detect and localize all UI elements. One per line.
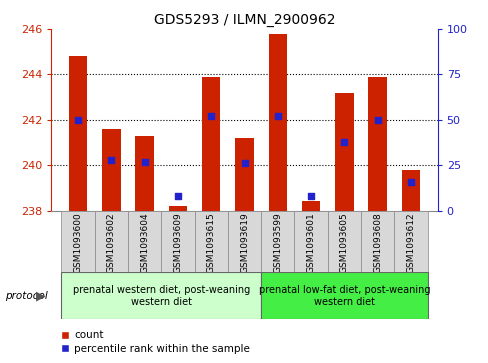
Bar [268,33,286,211]
Bar [202,77,220,211]
Bar [235,138,253,211]
Text: prenatal low-fat diet, post-weaning
western diet: prenatal low-fat diet, post-weaning west… [258,285,429,307]
Bar [168,206,187,211]
Bar [368,77,386,211]
Bar [161,211,194,272]
Bar [401,170,419,211]
Bar [261,211,294,272]
Text: prenatal western diet, post-weaning
western diet: prenatal western diet, post-weaning west… [73,285,249,307]
Point [74,117,82,123]
Bar [294,211,327,272]
Text: GSM1093602: GSM1093602 [107,212,116,273]
Point [107,157,115,163]
Text: GSM1093599: GSM1093599 [273,212,282,273]
Text: GSM1093604: GSM1093604 [140,212,149,273]
Bar [61,272,261,319]
Bar [227,211,261,272]
Point [141,159,148,164]
Text: protocol: protocol [5,291,47,301]
Text: ▶: ▶ [36,289,45,302]
Point [406,179,414,184]
Bar [301,201,320,211]
Bar [69,56,87,211]
Text: GSM1093619: GSM1093619 [240,212,248,273]
Point [306,193,314,199]
Text: GSM1093600: GSM1093600 [73,212,82,273]
Text: GSM1093608: GSM1093608 [372,212,381,273]
Text: GSM1093605: GSM1093605 [339,212,348,273]
Bar [393,211,427,272]
Point [340,139,347,144]
Bar [194,211,227,272]
Point [240,160,248,166]
Bar [261,272,427,319]
Point [273,113,281,119]
Bar [102,129,120,211]
Text: GSM1093609: GSM1093609 [173,212,182,273]
Point [207,113,215,119]
Point [174,193,182,199]
Point [373,117,381,123]
Bar [61,211,95,272]
Text: GSM1093601: GSM1093601 [306,212,315,273]
Title: GDS5293 / ILMN_2900962: GDS5293 / ILMN_2900962 [153,13,335,26]
Bar [95,211,128,272]
Bar [360,211,393,272]
Bar [128,211,161,272]
Legend: count, percentile rank within the sample: count, percentile rank within the sample [57,326,254,358]
Bar [327,211,360,272]
Bar [335,93,353,211]
Text: GSM1093615: GSM1093615 [206,212,215,273]
Text: GSM1093612: GSM1093612 [406,212,415,273]
Bar [135,136,153,211]
